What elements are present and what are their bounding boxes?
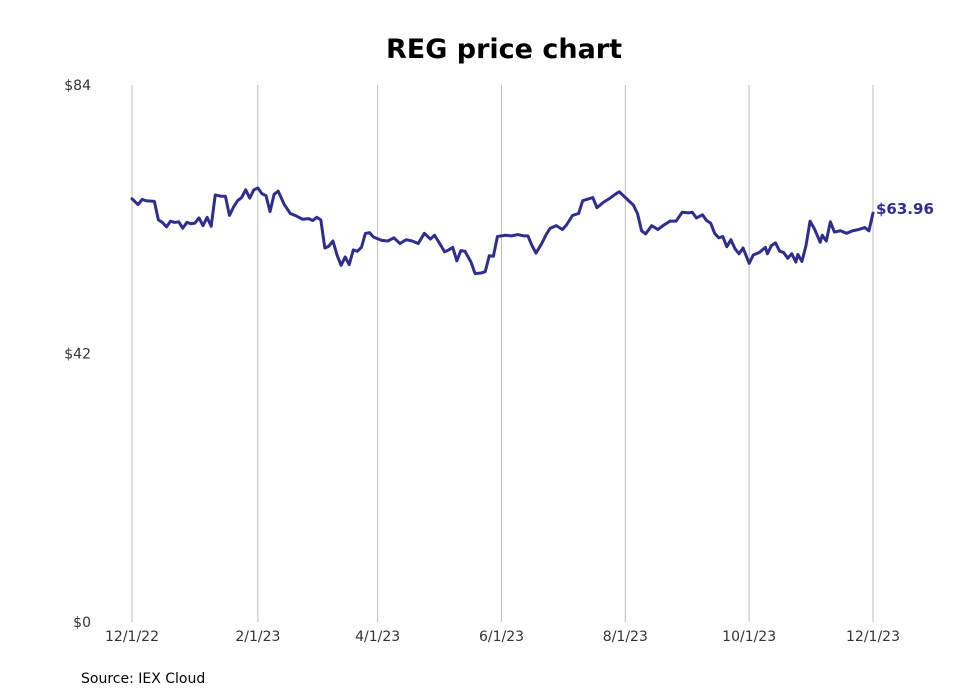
y-tick-label: $84 (64, 78, 91, 94)
x-tick-label: 12/1/22 (105, 629, 159, 645)
y-tick-label: $42 (64, 347, 91, 363)
y-axis-ticks: $0 $42 $84 (64, 78, 91, 631)
x-tick-label: 10/1/23 (722, 629, 776, 645)
vertical-grid (131, 85, 874, 622)
source-label: Source: IEX Cloud (81, 671, 205, 687)
x-tick-label: 2/1/23 (235, 629, 280, 645)
price-series-line (130, 186, 875, 276)
chart-title: REG price chart (386, 34, 622, 65)
x-tick-label: 6/1/23 (479, 629, 524, 645)
x-tick-label: 4/1/23 (355, 629, 400, 645)
series-layer (130, 186, 875, 276)
last-price-label: $63.96 (876, 200, 934, 218)
y-tick-label: $0 (73, 615, 91, 631)
x-tick-label: 8/1/23 (603, 629, 648, 645)
x-tick-label: 12/1/23 (846, 629, 900, 645)
x-axis-ticks: 12/1/22 2/1/23 4/1/23 6/1/23 8/1/23 10/1/23 12… (105, 629, 900, 645)
